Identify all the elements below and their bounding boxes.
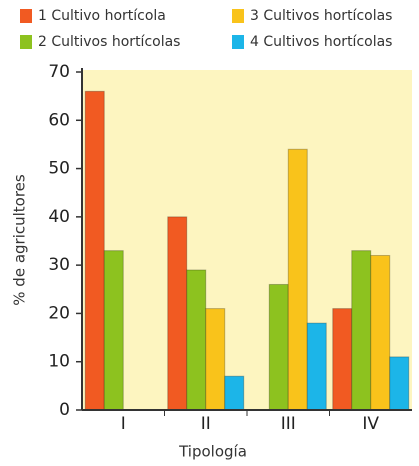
x-tick-label: IV — [362, 414, 379, 434]
y-tick-label: 30 — [48, 255, 70, 275]
legend-label: 2 Cultivos hortícolas — [38, 34, 180, 50]
legend-swatch — [20, 9, 32, 23]
y-tick-label: 50 — [48, 159, 70, 179]
bar — [167, 216, 188, 411]
y-tick-label: 20 — [48, 303, 70, 323]
y-tick-label: 10 — [48, 352, 70, 372]
x-tick-label: II — [201, 414, 211, 434]
legend-label: 4 Cultivos hortícolas — [250, 34, 392, 50]
bar — [84, 90, 105, 411]
x-tick-label: III — [281, 414, 296, 434]
y-tick-label: 70 — [48, 62, 70, 82]
bar — [351, 250, 372, 411]
x-axis-label: Tipología — [178, 443, 247, 461]
bar — [389, 356, 410, 411]
y-axis-label: % de agricultores — [11, 174, 29, 306]
y-tick-label: 60 — [48, 110, 70, 130]
bar — [186, 269, 207, 411]
legend-swatch — [232, 35, 244, 49]
x-tick-label: I — [121, 414, 126, 434]
legend-swatch — [20, 35, 32, 49]
y-tick-label: 40 — [48, 207, 70, 227]
bar — [306, 322, 327, 411]
y-tick-label: 0 — [59, 400, 70, 420]
bar — [370, 254, 391, 411]
bar — [332, 308, 353, 411]
legend-label: 1 Cultivo hortícola — [38, 8, 166, 24]
legend-swatch — [232, 9, 244, 23]
bar — [103, 250, 124, 411]
bar — [268, 283, 289, 411]
bar — [224, 375, 245, 411]
bar — [205, 308, 226, 411]
bar — [287, 148, 308, 411]
legend-label: 3 Cultivos hortícolas — [250, 8, 392, 24]
